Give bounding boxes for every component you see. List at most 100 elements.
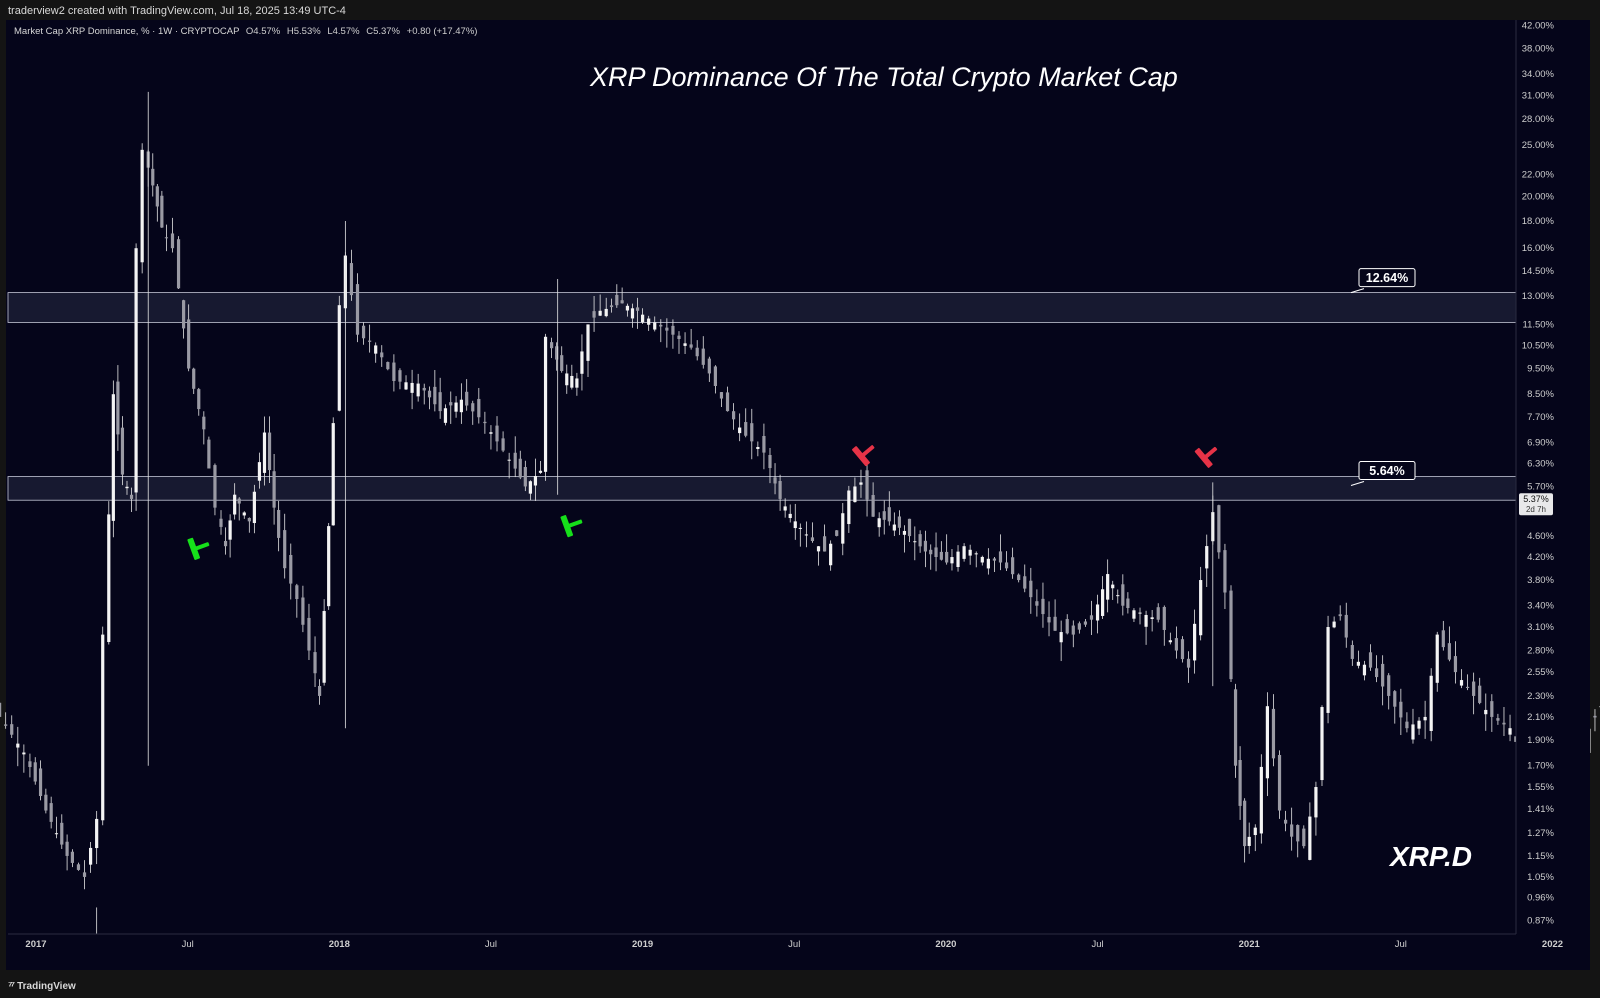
level-label: 12.64%	[1366, 271, 1408, 285]
candle-body	[1144, 614, 1148, 627]
candle-body	[892, 524, 896, 531]
candle-body	[1193, 623, 1197, 661]
candle-body	[683, 343, 687, 346]
candle-body	[313, 652, 317, 674]
candle-body	[1393, 691, 1397, 707]
candle-body	[1302, 828, 1306, 847]
candle-body	[1053, 616, 1057, 631]
candle-body	[1459, 680, 1464, 686]
candle-body	[1356, 661, 1360, 666]
candle-body	[1399, 701, 1403, 718]
candle-body	[1484, 709, 1488, 715]
candle-body	[197, 389, 201, 410]
footer-bar	[0, 972, 1600, 998]
candle-body	[1593, 715, 1597, 718]
candle-body	[1174, 638, 1179, 651]
candle-body	[609, 305, 614, 308]
price-tick: 3.80%	[1527, 575, 1554, 586]
price-tick: 2.10%	[1527, 712, 1554, 723]
candle-body	[1065, 619, 1069, 634]
ticker-label: XRP.D	[1390, 841, 1472, 872]
price-tick: 5.70%	[1527, 481, 1554, 492]
candle-body	[301, 597, 305, 625]
candle-body	[331, 423, 335, 526]
tradingview-logo[interactable]: ⁷⁷ TradingView	[8, 980, 76, 992]
candle-body	[1374, 668, 1379, 678]
candle-body	[1041, 598, 1045, 615]
time-tick: 2021	[1239, 939, 1261, 950]
candle-body	[1023, 576, 1027, 589]
candle-body	[176, 239, 181, 289]
candle-body	[1180, 639, 1185, 660]
price-tick: 1.55%	[1527, 782, 1554, 793]
candle-body	[164, 237, 169, 239]
candle-body	[533, 476, 538, 486]
candle-body	[392, 362, 396, 382]
candle-body	[1029, 580, 1033, 598]
candle-body	[1083, 621, 1088, 625]
candle-body	[207, 439, 211, 469]
candle-body	[1253, 827, 1257, 836]
price-tick: 31.00%	[1522, 91, 1555, 102]
candle-body	[1077, 623, 1081, 630]
candle-body	[317, 685, 322, 696]
candle-body	[1035, 601, 1039, 606]
candle-body	[1156, 607, 1160, 620]
chart-title: XRP Dominance Of The Total Crypto Market…	[590, 62, 1178, 92]
candle-body	[252, 491, 256, 524]
candle-body	[322, 611, 326, 683]
candle-body	[604, 308, 608, 317]
price-tick: 10.50%	[1522, 340, 1555, 351]
candle-body	[1217, 505, 1221, 553]
candle-body	[88, 847, 93, 865]
candle-body	[0, 702, 2, 717]
candle-body	[1283, 819, 1288, 824]
candle-body	[416, 383, 420, 397]
candle-body	[1126, 598, 1130, 609]
candle-body	[907, 518, 912, 537]
candle-body	[70, 851, 74, 863]
candle-body	[1095, 604, 1100, 621]
candle-body	[1362, 664, 1367, 676]
label-pointer	[1350, 481, 1365, 487]
candle-body	[129, 494, 134, 499]
candle-body	[1004, 562, 1009, 569]
candle-body	[1314, 787, 1318, 818]
candle-body	[192, 368, 196, 389]
candle-body	[44, 794, 48, 811]
candle-body	[1478, 685, 1482, 703]
candle-body	[1508, 728, 1512, 735]
candle-body	[653, 322, 657, 330]
candle-body	[677, 335, 681, 340]
price-tick: 2.80%	[1527, 646, 1554, 657]
candle-body	[65, 841, 69, 856]
candle-body	[816, 546, 821, 552]
candle-body	[1387, 675, 1391, 696]
candle-body	[731, 411, 736, 420]
price-tick: 28.00%	[1522, 114, 1555, 125]
level-label: 5.64%	[1369, 464, 1404, 478]
brand-label: TradingView	[17, 980, 76, 992]
candle-body	[620, 300, 624, 304]
candle-body	[38, 768, 43, 797]
current-price-tag	[1519, 493, 1553, 516]
candle-body	[111, 394, 115, 521]
candle-body	[538, 470, 543, 473]
candle-body	[783, 506, 787, 511]
candle-body	[773, 477, 777, 484]
candle-body	[570, 375, 574, 388]
candle-body	[1344, 614, 1348, 638]
candle-body	[1441, 630, 1445, 648]
candle-body	[368, 340, 372, 342]
candle-body	[277, 509, 281, 538]
candle-body	[1223, 550, 1227, 593]
candle-body	[1320, 707, 1324, 781]
candle-body	[750, 423, 754, 442]
candle-body	[1423, 716, 1427, 721]
candle-body	[187, 319, 191, 369]
candle-body	[489, 432, 493, 434]
time-tick: 2019	[632, 939, 653, 950]
candle-body	[101, 634, 105, 821]
candle-body	[738, 427, 742, 434]
